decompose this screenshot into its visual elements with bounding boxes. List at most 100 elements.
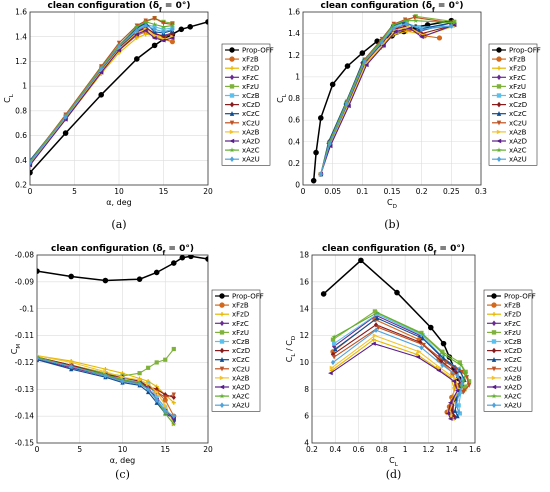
legend-entry: xAzD	[504, 384, 522, 392]
data-point-xazu	[460, 381, 465, 387]
y-tick-label: 0.4	[15, 156, 27, 165]
x-tick-label: 1.4	[446, 445, 458, 454]
data-point-xazu	[379, 39, 385, 45]
legend-marker	[219, 402, 225, 408]
data-point-xazu	[30, 160, 33, 166]
legend-marker	[229, 156, 235, 162]
data-point-xazu	[404, 21, 409, 27]
legend-entry: xFzD	[504, 311, 521, 319]
series-group	[30, 16, 208, 176]
legend: Prop-OFFxFzBxFzDxFzCxFzUxCzBxCzDxCzCxCzU…	[488, 43, 541, 166]
legend-entry: xFzB	[504, 302, 521, 310]
x-tick-label: 10	[118, 445, 128, 454]
plot-frame	[36, 254, 209, 444]
data-point-prop-off	[427, 324, 434, 331]
legend-marker	[496, 56, 502, 62]
data-point-xfzu	[463, 384, 468, 389]
legend-marker	[496, 93, 502, 98]
legend-entry: xFzU	[232, 329, 249, 337]
data-point-xazu	[152, 26, 157, 32]
data-point-prop-off	[310, 177, 317, 184]
data-point-xazc	[152, 21, 158, 27]
data-point-xazc	[413, 17, 419, 23]
legend-entry: xAzB	[232, 374, 250, 382]
y-tick-label: 0.2	[15, 181, 27, 190]
data-point-xazd	[134, 32, 139, 37]
y-tick-label: 16	[299, 277, 309, 286]
legend-marker	[219, 366, 225, 372]
data-point-xfzb	[169, 39, 175, 45]
x-tick-label: 1.6	[469, 445, 481, 454]
legend-entry: xFzU	[242, 83, 259, 91]
x-tick-label: 0.05	[324, 187, 341, 196]
data-point-xczc	[375, 315, 380, 321]
y-tick-label: -0.09	[15, 277, 35, 286]
data-point-xazd	[436, 368, 442, 373]
data-point-xazb	[154, 389, 160, 395]
data-point-xczb	[456, 403, 461, 408]
data-point-xczu	[460, 369, 465, 375]
data-point-xczb	[375, 311, 380, 317]
data-point-prop-off	[320, 291, 327, 297]
legend-marker	[229, 74, 235, 81]
data-point-xazd	[392, 29, 398, 34]
chart-title: clean configuration (δf = 0°)	[51, 244, 194, 257]
legend-marker	[229, 84, 235, 89]
legend-marker	[229, 138, 235, 144]
data-point-xazu	[327, 141, 332, 147]
chart-title: clean configuration (δf = 0°)	[321, 1, 464, 14]
legend-entry: xAzC	[242, 147, 260, 155]
legend-entry: xFzB	[509, 56, 526, 64]
data-point-xfzd	[371, 337, 376, 342]
data-point-xczd	[171, 394, 176, 401]
legend-marker	[496, 101, 502, 108]
legend-marker	[219, 384, 225, 390]
chart-title: clean configuration (δf = 0°)	[322, 244, 465, 257]
plot-frame	[29, 11, 209, 186]
x-axis-label: CL	[389, 456, 399, 468]
y-tick-label: 0.6	[15, 131, 27, 140]
legend-entry: xAzD	[242, 138, 260, 146]
data-point-xazc	[169, 22, 175, 28]
legend-marker	[496, 47, 502, 53]
panel-caption: (b)	[384, 218, 400, 231]
legend-entry: xCzB	[232, 338, 250, 346]
data-point-xazu	[330, 359, 336, 366]
data-point-xazd	[451, 379, 457, 384]
data-point-xfzd	[451, 385, 457, 391]
legend-entry: xCzD	[504, 347, 522, 355]
data-point-xazd	[143, 28, 148, 33]
data-point-xazc	[374, 310, 380, 315]
data-point-xazu	[103, 373, 108, 379]
legend-entry: xAzC	[504, 393, 522, 401]
data-point-xczc	[420, 335, 425, 341]
y-tick-label: 12	[299, 331, 309, 340]
data-point-xazb	[120, 375, 126, 380]
data-point-xazd	[328, 371, 333, 376]
legend-entry: xCzD	[232, 347, 250, 355]
legend-marker	[229, 56, 235, 62]
x-tick-label: 0.2	[416, 187, 428, 196]
data-point-xazc	[460, 378, 466, 384]
data-point-xazu	[146, 386, 151, 392]
data-point-prop-off	[153, 269, 160, 276]
data-point-xazu	[69, 363, 74, 370]
data-point-xazu	[454, 402, 459, 409]
legend-entry: xFzC	[232, 320, 249, 328]
data-point-xazb	[417, 349, 422, 354]
y-axis-label: CL / CD	[285, 336, 297, 362]
data-point-xfzu	[419, 330, 424, 335]
legend-marker	[491, 375, 497, 381]
legend-entry: xCzU	[509, 119, 527, 127]
data-point-xfzb	[436, 35, 443, 41]
x-axis-label: α, deg	[106, 198, 131, 207]
y-tick-label: -0.08	[15, 251, 35, 260]
data-point-xczc	[416, 26, 421, 32]
legend-marker	[491, 357, 497, 362]
data-point-prop-off	[329, 81, 336, 88]
legend-marker	[491, 320, 497, 327]
data-point-xazc	[331, 334, 337, 340]
legend-entry: xAzD	[509, 138, 527, 146]
data-point-xazc	[402, 17, 408, 23]
data-point-xazd	[98, 70, 104, 75]
